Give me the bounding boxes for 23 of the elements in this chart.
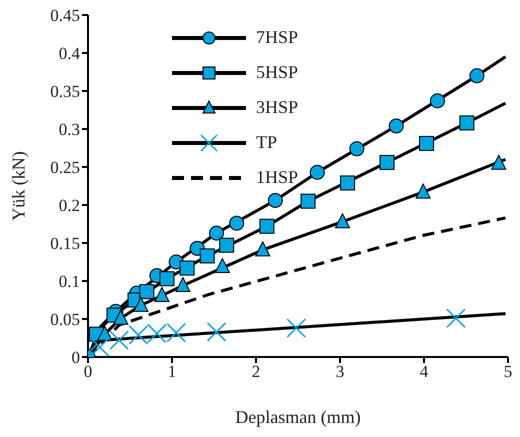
y-tick-label: 0.45	[50, 6, 80, 26]
y-tick-label: 0.2	[58, 196, 80, 216]
y-tick-label: 0	[72, 348, 80, 368]
x-tick-label: 5	[504, 362, 512, 382]
x-tick-label: 0	[84, 362, 92, 382]
y-tick-label: 0.1	[58, 272, 80, 292]
y-tick-label: 0.15	[50, 234, 80, 254]
x-tick-label: 1	[168, 362, 176, 382]
y-axis-title: Yük (kN)	[8, 151, 28, 221]
y-tick-label: 0.35	[50, 82, 80, 102]
x-tick-label: 4	[420, 362, 429, 382]
y-tick-label: 0.25	[50, 158, 80, 178]
x-tick-label: 2	[252, 362, 260, 382]
x-tick-label: 3	[336, 362, 344, 382]
y-tick-label: 0.05	[50, 310, 80, 330]
y-tick-label: 0.4	[58, 44, 80, 64]
legend-label: 3HSP	[256, 97, 298, 118]
legend-label: TP	[256, 132, 278, 153]
legend-label: 7HSP	[256, 27, 298, 48]
legend-label: 5HSP	[256, 62, 298, 83]
x-axis-title: Deplasman (mm)	[235, 407, 361, 427]
y-tick-label: 0.3	[58, 120, 80, 140]
legend-label: 1HSP	[256, 167, 298, 188]
